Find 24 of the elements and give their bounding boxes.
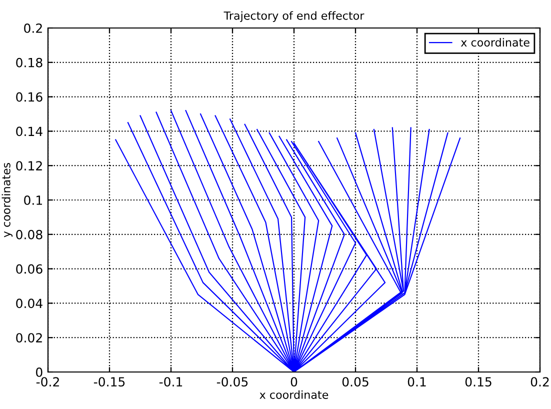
y-tick-label: 0.14 [16,126,42,136]
y-tick-label: 0.2 [24,23,42,33]
x-tick-label: -0.1 [159,377,182,387]
x-tick-label: -0.2 [36,377,59,387]
y-tick-label: 0.08 [16,230,42,240]
y-axis-title: y coordinates [2,162,13,238]
x-tick-label: 0.05 [342,377,368,387]
x-axis-title: x coordinate [260,390,328,399]
x-tick-label: -0.15 [94,377,125,387]
y-tick-label: 0.12 [16,161,42,171]
y-tick-label: 0.1 [24,195,42,205]
y-tick-label: 0.18 [16,58,42,68]
y-tick-label: 0 [36,367,42,377]
x-tick-label: 0.15 [465,377,492,387]
x-tick-label: 0 [290,377,298,387]
x-tick-label: 0.2 [530,377,549,387]
y-tick-label: 0.04 [16,298,42,308]
x-tick-label: -0.05 [216,377,248,387]
y-tick-label: 0.16 [16,92,42,102]
y-tick-label: 0.02 [16,333,42,343]
chart-title: Trajectory of end effector [224,11,364,22]
legend-label: x coordinate [460,38,530,47]
y-tick-label: 0.06 [16,264,42,274]
x-tick-label: 0.1 [408,377,426,387]
